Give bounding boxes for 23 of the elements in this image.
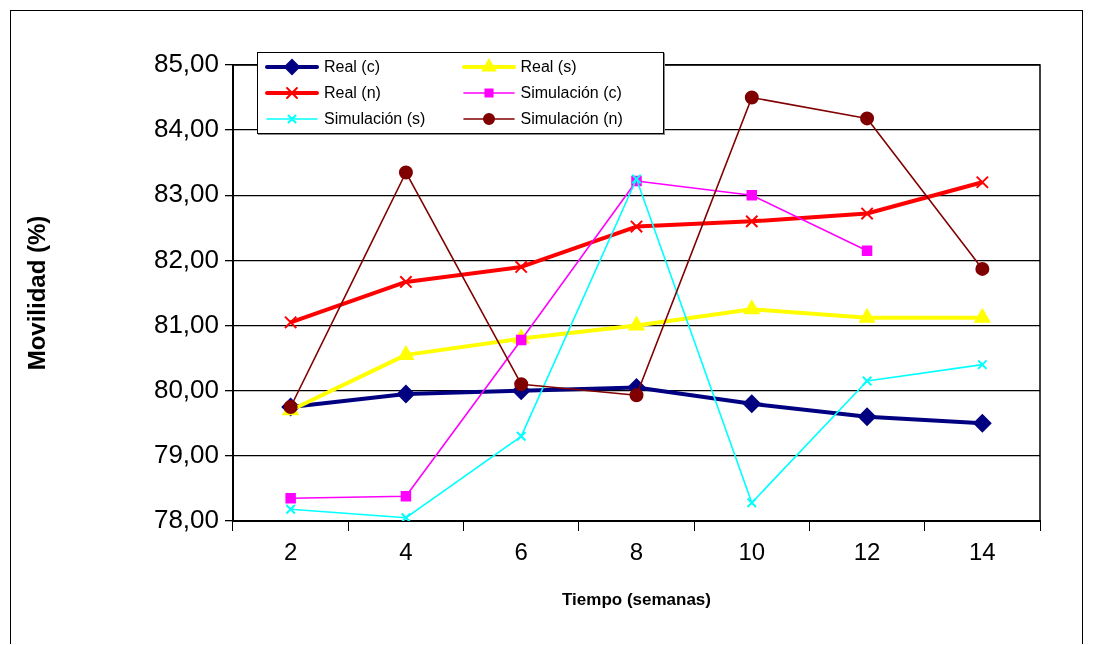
x-tick-label: 8	[629, 538, 644, 566]
y-tick-label: 82,00	[153, 243, 219, 274]
y-tick-label: 79,00	[153, 439, 219, 470]
legend-label: Simulación (c)	[520, 84, 622, 102]
x-tick-label: 6	[514, 538, 528, 566]
legend-label: Real (n)	[324, 84, 381, 102]
y-tick-label: 78,00	[153, 504, 219, 535]
y-axis-title: Movilidad (%)	[23, 215, 51, 371]
y-tick-label: 83,00	[153, 178, 219, 209]
y-tick-label: 81,00	[153, 308, 219, 339]
x-axis-title: Tiempo (semanas)	[562, 590, 711, 610]
legend-label: Real (s)	[520, 58, 577, 76]
y-tick-label: 80,00	[153, 373, 219, 404]
x-tick-label: 10	[738, 538, 766, 566]
legend-label: Real (c)	[324, 58, 381, 76]
x-tick-label: 12	[853, 538, 881, 566]
legend-label: Simulación (n)	[520, 110, 623, 128]
x-tick-label: 2	[283, 538, 298, 566]
x-tick-label: 14	[969, 538, 996, 566]
y-tick-label: 85,00	[153, 48, 219, 79]
x-tick-label: 4	[399, 538, 413, 566]
legend-label: Simulación (s)	[324, 110, 426, 128]
y-tick-label: 84,00	[153, 113, 219, 144]
